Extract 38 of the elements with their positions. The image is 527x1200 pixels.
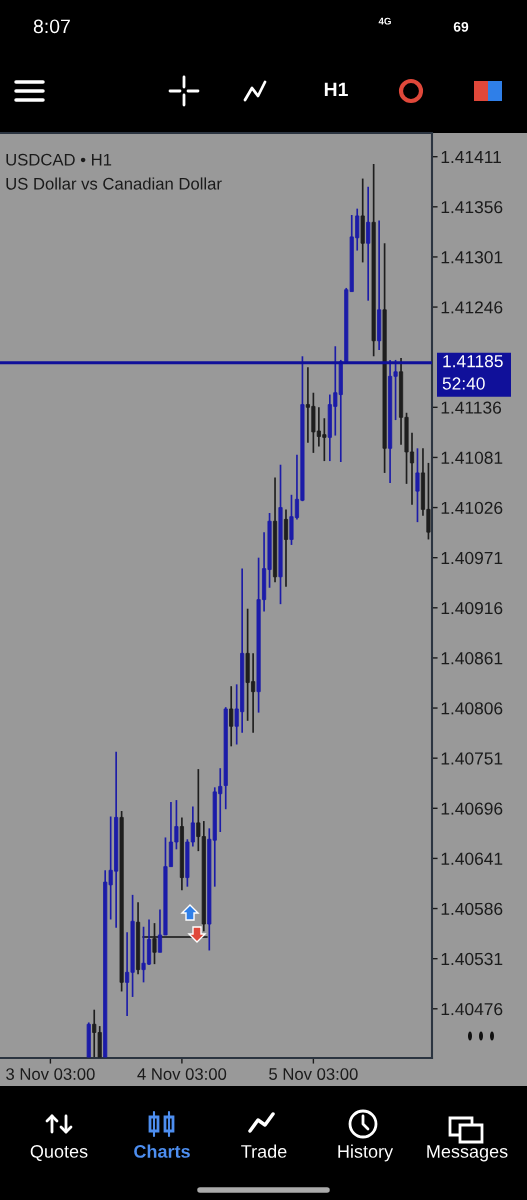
y-tick-label: 1.40531 [441, 952, 503, 966]
y-tick-label: 1.41301 [441, 251, 503, 264]
text: Trade [241, 1144, 287, 1158]
y-tick-label: 1.40861 [441, 652, 503, 665]
text: 69 [453, 21, 469, 32]
candlestick [415, 447, 420, 523]
y-tick-label: 1.40751 [441, 752, 503, 765]
text: Charts [134, 1144, 190, 1158]
text: US Dollar vs Canadian Dollar [6, 177, 222, 190]
y-tick-label: 1.41356 [441, 200, 503, 214]
candlestick [152, 922, 157, 965]
text: Messages [427, 1145, 508, 1162]
y-tick-label: 1.40806 [441, 702, 503, 715]
y-tick-label: 1.41411 [441, 151, 501, 163]
y-tick-label: 1.40641 [441, 852, 503, 865]
text: History [338, 1144, 394, 1162]
y-tick-label: 1.40916 [441, 601, 503, 615]
y-tick-label: 1.41136 [441, 401, 502, 414]
text: 52:40 [442, 377, 485, 390]
candlestick [366, 185, 371, 302]
x-tick-label: 4 Nov 03:00 [137, 1068, 227, 1080]
text: 8:07 [33, 19, 70, 34]
y-tick-label: 1.41081 [441, 451, 503, 464]
text: 4G [378, 17, 391, 25]
x-tick-label: 5 Nov 03:00 [269, 1068, 358, 1080]
text: Quotes [30, 1145, 88, 1162]
candlestick [229, 685, 234, 748]
y-tick-label: 1.40971 [441, 551, 503, 565]
text: H1 [324, 82, 348, 97]
y-tick-label: 1.41246 [441, 301, 503, 314]
text: USDCAD • H1 [6, 153, 112, 166]
x-tick-label: 3 Nov 03:00 [6, 1068, 95, 1080]
ref-line-label: 1.41185 [443, 355, 503, 368]
y-tick-label: 1.41026 [441, 501, 503, 515]
y-tick-label: 1.40586 [441, 902, 503, 915]
y-tick-label: 1.40476 [441, 1002, 503, 1016]
y-tick-label: 1.40696 [441, 802, 503, 815]
candlestick [283, 508, 289, 588]
